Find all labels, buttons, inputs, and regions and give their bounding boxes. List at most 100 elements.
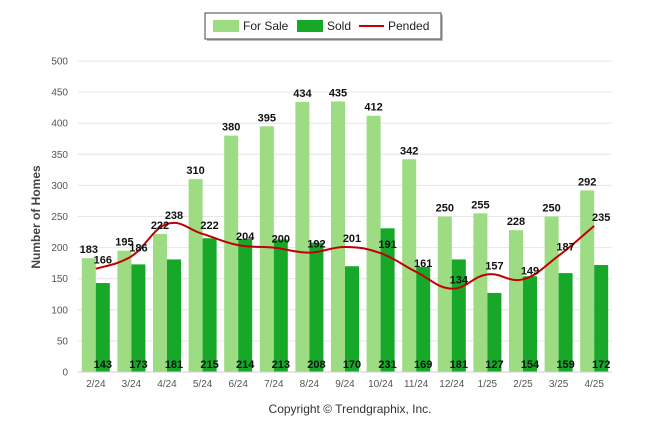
x-tick-label: 8/24 — [300, 379, 320, 390]
legend-label-pended: Pended — [388, 19, 429, 33]
y-axis-label: Number of Homes — [29, 165, 43, 269]
label-pended: 187 — [556, 242, 574, 254]
bar-sold — [273, 239, 288, 372]
y-tick-label: 0 — [62, 368, 68, 379]
label-pended: 191 — [378, 239, 396, 251]
y-tick-label: 400 — [51, 119, 68, 130]
y-tick-label: 200 — [51, 243, 68, 254]
label-pended: 186 — [129, 242, 147, 254]
label-for-sale: 195 — [115, 237, 133, 249]
bar-sold — [345, 266, 359, 372]
bar-for-sale — [259, 126, 274, 372]
label-for-sale: 310 — [186, 165, 204, 177]
label-for-sale: 342 — [400, 145, 418, 157]
bar-for-sale — [473, 213, 488, 372]
x-tick-label: 1/25 — [478, 379, 498, 390]
copyright-footer: Copyright © Trendgraphix, Inc. — [269, 402, 432, 416]
y-tick-label: 150 — [51, 274, 68, 285]
x-tick-label: 7/24 — [264, 379, 284, 390]
bar-sold — [594, 265, 609, 372]
label-pended: 161 — [414, 258, 432, 270]
bar-sold — [95, 283, 110, 372]
bar-sold — [523, 276, 537, 372]
label-for-sale: 435 — [329, 87, 347, 99]
label-sold: 208 — [307, 359, 325, 371]
bars — [81, 101, 609, 373]
y-tick-label: 250 — [51, 212, 68, 223]
bar-for-sale — [117, 250, 132, 372]
label-for-sale: 222 — [151, 220, 169, 232]
label-sold: 181 — [450, 359, 468, 371]
y-tick-label: 100 — [51, 305, 68, 316]
bar-for-sale — [402, 159, 417, 372]
label-sold: 214 — [236, 359, 255, 371]
x-tick-label: 3/24 — [122, 379, 142, 390]
label-sold: 231 — [378, 359, 396, 371]
label-pended: 166 — [94, 255, 112, 267]
bar-for-sale — [437, 216, 452, 372]
label-pended: 134 — [450, 275, 469, 287]
bar-sold — [309, 242, 324, 372]
label-sold: 170 — [343, 359, 361, 371]
label-sold: 215 — [200, 359, 218, 371]
label-sold: 154 — [521, 359, 540, 371]
x-tick-label: 4/24 — [157, 379, 177, 390]
label-pended: 222 — [200, 220, 218, 232]
label-pended: 157 — [485, 260, 503, 272]
x-tick-label: 2/25 — [513, 379, 533, 390]
label-for-sale: 412 — [364, 102, 382, 114]
label-pended: 200 — [272, 234, 290, 246]
label-pended: 235 — [592, 212, 610, 224]
x-tick-label: 4/25 — [584, 379, 604, 390]
y-tick-label: 450 — [51, 88, 68, 99]
label-pended: 204 — [236, 231, 255, 243]
bar-for-sale — [188, 179, 203, 372]
label-for-sale: 434 — [293, 88, 312, 100]
x-tick-label: 5/24 — [193, 379, 213, 390]
label-for-sale: 292 — [578, 176, 596, 188]
label-sold: 159 — [556, 359, 574, 371]
label-pended: 149 — [521, 265, 539, 277]
bar-for-sale — [295, 102, 310, 372]
bar-for-sale — [544, 216, 559, 372]
label-for-sale: 395 — [258, 112, 276, 124]
label-sold: 143 — [94, 359, 112, 371]
legend-swatch-for-sale — [213, 20, 239, 32]
label-sold: 213 — [272, 359, 290, 371]
x-tick-label: 10/24 — [368, 379, 393, 390]
bar-for-sale — [81, 258, 96, 372]
x-tick-label: 2/24 — [86, 379, 106, 390]
bar-sold — [202, 238, 217, 372]
y-tick-label: 300 — [51, 181, 68, 192]
label-pended: 192 — [307, 239, 325, 251]
y-tick-label: 500 — [51, 57, 68, 68]
axes: 0 50 100 150 200 250 300 350 400 450 500 2/24 3/24 4/… — [51, 57, 612, 390]
label-pended: 238 — [165, 210, 183, 222]
label-pended: 201 — [343, 233, 361, 245]
bar-sold — [487, 293, 502, 372]
x-tick-label: 12/24 — [439, 379, 464, 390]
legend-label-for-sale: For Sale — [243, 19, 289, 33]
label-sold: 172 — [592, 359, 610, 371]
x-tick-label: 9/24 — [335, 379, 355, 390]
bar-for-sale — [224, 135, 239, 372]
bar-for-sale — [153, 233, 167, 372]
pended-line-group — [95, 221, 595, 290]
label-sold: 181 — [165, 359, 183, 371]
label-sold: 127 — [485, 359, 503, 371]
x-tick-label: 3/25 — [549, 379, 569, 390]
x-tick-label: 11/24 — [404, 379, 429, 390]
pended-line — [95, 221, 595, 290]
bar-for-sale — [366, 115, 381, 373]
bar-for-sale — [509, 230, 523, 372]
y-tick-label: 350 — [51, 150, 68, 161]
legend-label-sold: Sold — [327, 19, 351, 33]
bar-sold — [131, 264, 146, 372]
label-for-sale: 255 — [471, 199, 489, 211]
label-for-sale: 250 — [436, 203, 454, 215]
label-for-sale: 228 — [507, 216, 525, 228]
bar-sold — [416, 266, 431, 372]
